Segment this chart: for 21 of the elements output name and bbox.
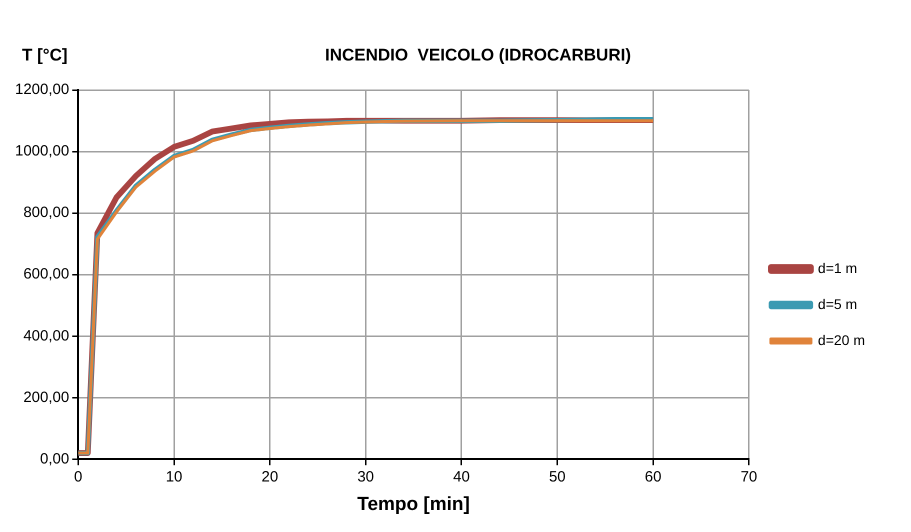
y-tick-label: 800,00 — [23, 204, 70, 222]
x-tick-label: 30 — [357, 468, 374, 486]
y-tick-label: 1000,00 — [14, 142, 70, 160]
chart-title: INCENDIO VEICOLO (IDROCARBURI) — [325, 46, 631, 65]
x-tick-label: 20 — [262, 468, 278, 486]
legend-label: d=1 m — [818, 260, 858, 276]
legend-label: d=20 m — [818, 332, 866, 348]
x-tick-label: 60 — [644, 468, 662, 486]
legend-label: d=5 m — [818, 296, 858, 312]
y-tick-label: 1200,00 — [14, 81, 70, 98]
y-tick-label: 400,00 — [23, 327, 70, 344]
x-axis-title: Tempo [min] — [357, 494, 470, 515]
x-tick-label: 0 — [74, 468, 82, 486]
y-axis-title: T [°C] — [22, 46, 68, 65]
x-tick-label: 50 — [548, 468, 566, 486]
y-tick-label: 0,00 — [40, 450, 70, 468]
x-tick-label: 40 — [453, 468, 470, 486]
y-tick-label: 200,00 — [23, 388, 70, 406]
x-tick-label: 70 — [740, 468, 758, 486]
x-tick-label: 10 — [166, 468, 182, 486]
y-tick-label: 600,00 — [23, 266, 70, 283]
